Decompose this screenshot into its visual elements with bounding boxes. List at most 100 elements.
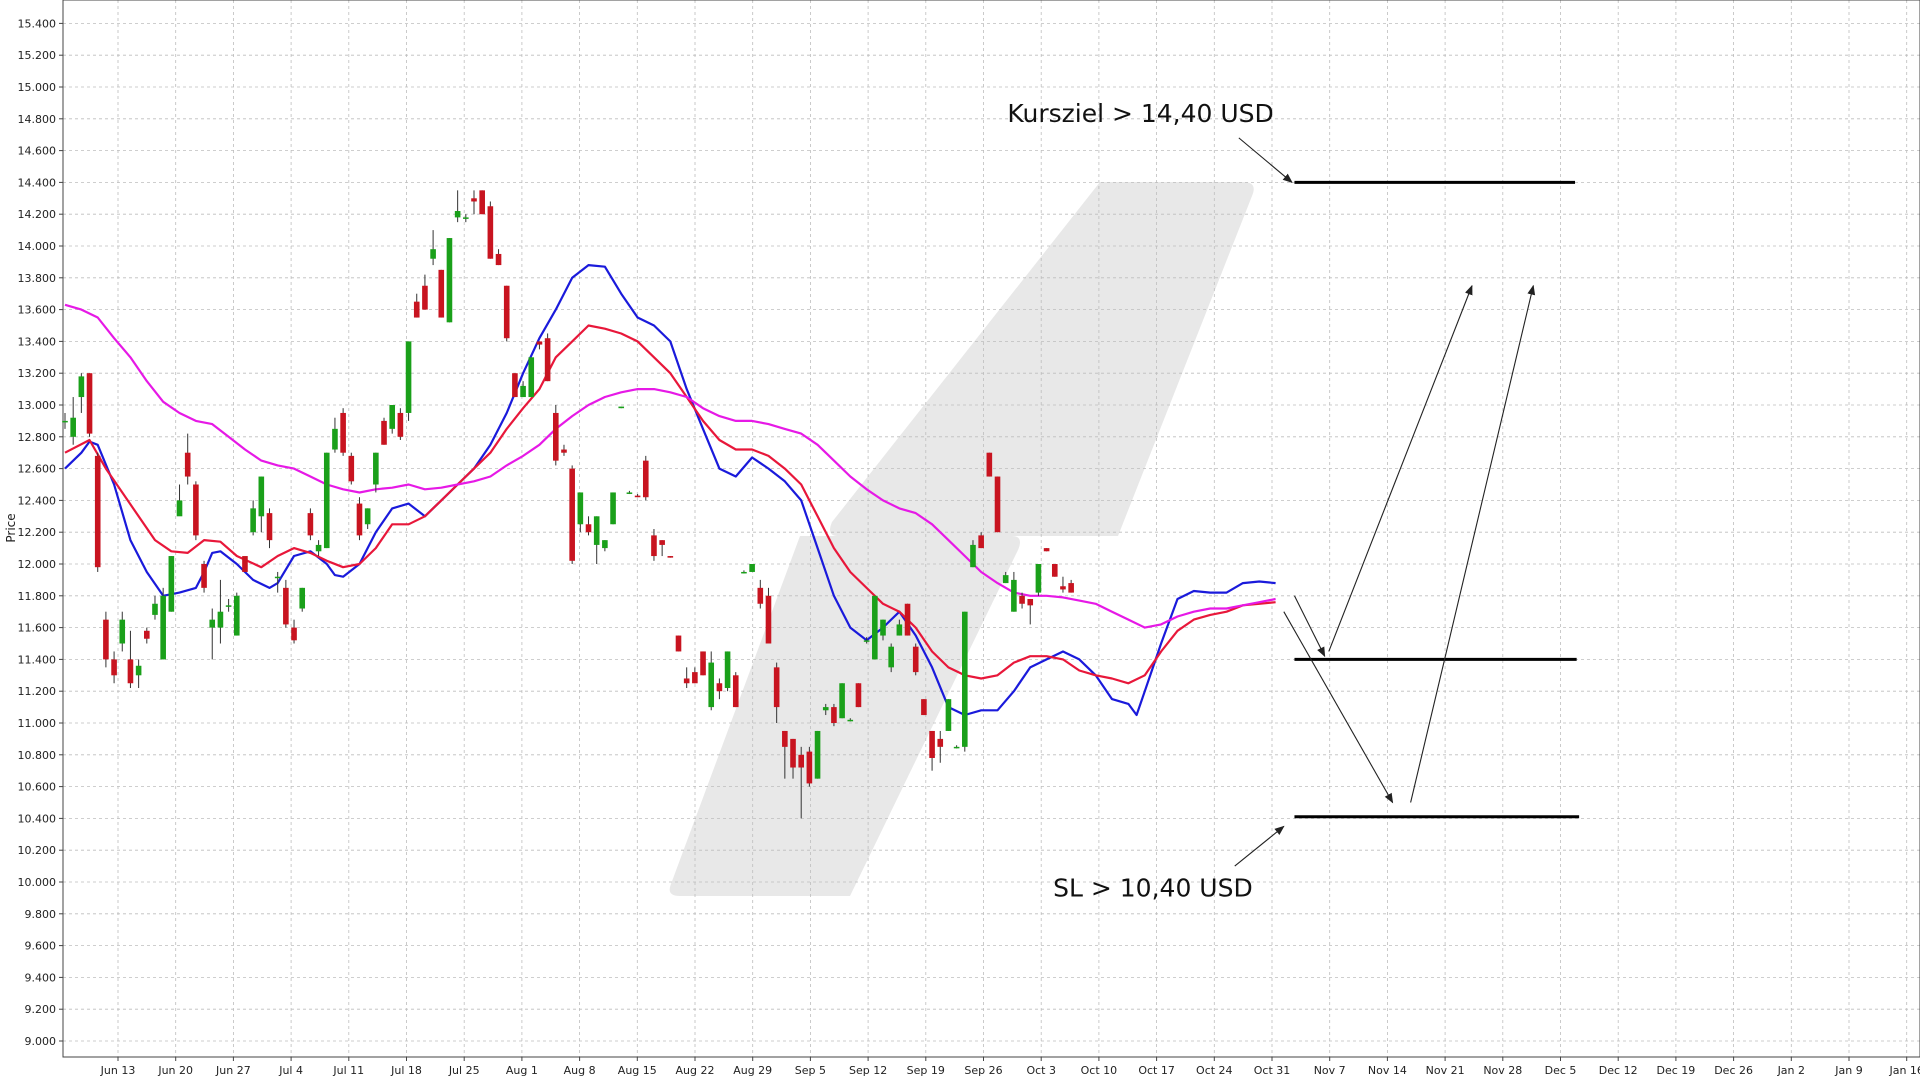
candle-body (258, 476, 265, 517)
candle (332, 417, 338, 453)
candle-body (176, 500, 183, 517)
x-tick-label: Oct 3 (1026, 1064, 1056, 1077)
candle-body (577, 492, 584, 525)
y-tick-label: 13.600 (18, 304, 57, 317)
candle-body (651, 535, 657, 557)
candle-body (921, 699, 927, 716)
candle (135, 659, 142, 689)
candle-body (610, 492, 616, 525)
candle-body (1011, 579, 1017, 612)
candle (618, 406, 625, 409)
candle (986, 452, 993, 477)
candle-body (847, 719, 854, 722)
candle-body (438, 269, 445, 318)
candle-body (70, 417, 76, 437)
candle (978, 532, 984, 549)
candle (1035, 564, 1042, 596)
candle (340, 408, 346, 456)
candle (373, 452, 379, 493)
y-tick-label: 13.200 (18, 367, 57, 380)
candle (798, 746, 804, 819)
candle (651, 529, 657, 561)
candle-body (741, 571, 747, 574)
candle (520, 381, 526, 398)
candle-body (626, 492, 633, 494)
candle-body (160, 595, 166, 660)
candle (683, 667, 690, 689)
candle-body (970, 544, 976, 568)
x-tick-label: Oct 17 (1138, 1064, 1175, 1077)
candle-body (912, 646, 919, 673)
candle (814, 730, 821, 779)
candle (70, 397, 76, 445)
candle (855, 683, 862, 708)
x-tick-label: Sep 5 (795, 1064, 826, 1077)
candle-body (1019, 595, 1025, 604)
candle-body (904, 603, 911, 636)
candle (438, 269, 445, 318)
y-tick-label: 12.600 (18, 463, 57, 476)
y-tick-label: 13.800 (18, 272, 57, 285)
candle-body (299, 587, 306, 609)
candle-body (119, 619, 126, 644)
candle-body (659, 540, 665, 545)
candle (634, 494, 641, 498)
candle-body (233, 595, 240, 636)
candle (413, 293, 420, 318)
moving-average-line (64, 303, 1276, 629)
y-axis: 9.000 9.200 9.400 9.600 9.800 10.000 10.200 10.… (18, 17, 63, 1048)
candle (929, 730, 935, 771)
candle-body (94, 455, 101, 568)
candle-body (78, 376, 85, 398)
candle-body (683, 678, 690, 684)
candle-body (962, 611, 968, 747)
annotation-arrow (1234, 825, 1285, 867)
candle-body (389, 405, 395, 429)
x-tick-label: Nov 28 (1483, 1064, 1522, 1077)
candle-body (471, 198, 477, 202)
candle (1068, 579, 1074, 593)
candle (119, 611, 126, 652)
candle-body (356, 503, 363, 536)
candle (569, 465, 575, 564)
candle (765, 587, 772, 644)
x-tick-label: Jun 20 (157, 1064, 193, 1077)
candle-body (929, 730, 935, 758)
candle (700, 651, 706, 676)
candle (642, 455, 649, 501)
candle-body (553, 412, 559, 461)
candle-body (135, 665, 142, 676)
candle-body (806, 751, 813, 784)
candle-body (430, 249, 436, 259)
candle-body (732, 675, 739, 708)
candle (1002, 571, 1009, 584)
candle-body (953, 746, 960, 749)
candle (160, 587, 166, 660)
plot-frame (62, 0, 1920, 1058)
candle-body (463, 217, 469, 219)
y-tick-label: 12.200 (18, 526, 57, 539)
candle-body (937, 738, 944, 747)
candle-body (520, 385, 526, 398)
candle-body (855, 683, 862, 708)
candle (454, 190, 461, 223)
y-tick-label: 12.000 (18, 558, 57, 571)
candle-body (487, 206, 494, 259)
candle-body (193, 484, 199, 536)
candle-body (446, 238, 453, 323)
candle-body (765, 595, 772, 644)
candle-body (863, 640, 870, 642)
y-tick-label: 11.000 (18, 717, 57, 730)
x-tick-label: Jan 16 (1888, 1064, 1920, 1077)
candle (716, 678, 723, 700)
candle-body (782, 730, 788, 747)
candle-body (569, 468, 575, 561)
candle (144, 627, 150, 644)
watermark-logo (669, 182, 1254, 896)
candle-body (692, 672, 698, 684)
candle (831, 703, 837, 727)
candle (782, 730, 788, 779)
candle-body (111, 659, 117, 676)
candle (250, 500, 256, 536)
